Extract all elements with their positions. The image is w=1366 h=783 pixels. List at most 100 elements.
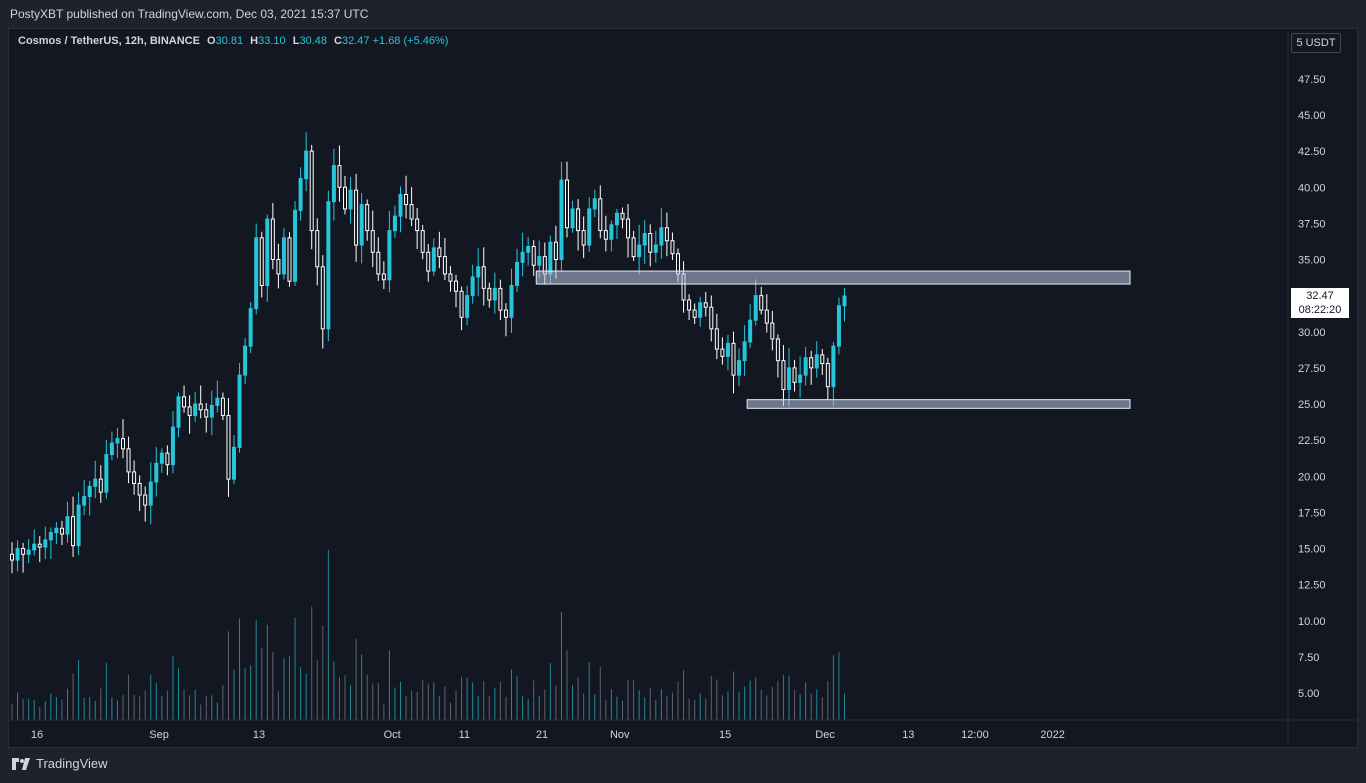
candle-body <box>714 328 719 350</box>
candle-body <box>442 256 447 275</box>
candle-body <box>265 218 270 287</box>
candle-body <box>71 516 76 547</box>
candle-body <box>32 543 37 551</box>
candle-body <box>215 397 220 406</box>
time-tick-label: 2022 <box>1040 729 1064 741</box>
candle-body <box>454 280 458 292</box>
candle-body <box>398 193 403 217</box>
support-resistance-zones <box>535 270 1131 409</box>
candle-body <box>148 481 153 506</box>
price-tick-label: 40.00 <box>1298 182 1326 194</box>
time-tick-label: 12:00 <box>961 729 989 741</box>
candle-body <box>226 415 231 480</box>
candle-body <box>115 438 120 444</box>
chart-panel[interactable] <box>8 28 1358 748</box>
candle-body <box>753 295 758 321</box>
price-tick-label: 35.00 <box>1298 255 1326 267</box>
candle-body <box>170 426 175 466</box>
price-tick-label: 20.00 <box>1298 471 1326 483</box>
candle-body <box>553 241 558 261</box>
candle-body <box>698 302 703 318</box>
price-tick-label: 7.50 <box>1298 652 1319 664</box>
candle-body <box>476 266 481 278</box>
candle-body <box>687 299 692 311</box>
candle-body <box>204 409 209 418</box>
candle-body <box>232 446 236 480</box>
candle-body <box>642 232 647 246</box>
candle-body <box>209 404 214 418</box>
candle-body <box>670 240 675 255</box>
close-value: 32.47 <box>342 35 370 47</box>
time-tick-label: 13 <box>902 729 914 741</box>
candle-body <box>664 227 669 242</box>
candle-body <box>764 309 769 324</box>
price-tick-label: 30.00 <box>1298 327 1326 339</box>
time-tick-label: 16 <box>31 729 43 741</box>
candle-body <box>331 165 336 203</box>
low-value: 30.48 <box>299 35 327 47</box>
candle-body <box>465 295 470 318</box>
candle-body <box>742 341 747 362</box>
candle-body <box>637 244 642 258</box>
candle-body <box>304 150 309 180</box>
candle-body <box>770 322 775 340</box>
candle-body <box>37 543 42 548</box>
candle-body <box>509 285 514 318</box>
price-tick-label: 47.50 <box>1298 74 1326 86</box>
candle-body <box>237 374 242 448</box>
chart-legend: Cosmos / TetherUS, 12h, BINANCE O30.81 H… <box>18 35 448 47</box>
candle-body <box>587 208 592 246</box>
time-tick-label: 15 <box>719 729 731 741</box>
candle-body <box>626 218 631 239</box>
candle-body <box>121 438 125 450</box>
candle-body <box>354 189 359 246</box>
candle-body <box>109 442 114 456</box>
price-tick-label: 45.00 <box>1298 110 1326 122</box>
candle-body <box>343 186 347 210</box>
price-tick-label: 5.00 <box>1298 688 1319 700</box>
candle-body <box>404 193 409 206</box>
time-tick-label: Sep <box>149 729 169 741</box>
candle-body <box>426 251 431 272</box>
candle-body <box>59 527 64 535</box>
footer: TradingView <box>12 756 108 771</box>
candle-body <box>143 494 148 506</box>
time-tick-label: 21 <box>536 729 548 741</box>
candle-body <box>775 338 780 362</box>
candle-body <box>93 478 98 487</box>
tradingview-logo-icon <box>12 757 30 770</box>
candle-body <box>370 230 375 253</box>
last-price: 32.47 <box>1306 290 1334 302</box>
candle-body <box>459 290 464 318</box>
candle-body <box>537 256 542 266</box>
candle-body <box>376 251 381 275</box>
candle-body <box>87 485 92 497</box>
candle-body <box>76 504 81 547</box>
candle-body <box>603 230 608 240</box>
candle-body <box>820 354 825 365</box>
candle-body <box>570 208 575 229</box>
candle-body <box>248 308 253 347</box>
candle-body <box>276 259 281 275</box>
candle-body <box>48 532 53 541</box>
candle-body <box>326 201 331 330</box>
open-value: 30.81 <box>215 35 244 47</box>
candle-body <box>648 232 653 253</box>
candle-body <box>287 237 292 282</box>
candle-body <box>65 516 70 535</box>
candle-body <box>581 230 586 246</box>
currency-scale-button[interactable]: 5 USDT <box>1291 33 1341 53</box>
candle-body <box>781 360 786 391</box>
candle-body <box>315 230 320 268</box>
time-tick-label: Nov <box>610 729 630 741</box>
candle-body <box>492 287 497 301</box>
candle-body <box>104 454 109 493</box>
candle-body <box>831 345 836 388</box>
candle-body <box>576 208 581 232</box>
candle-body <box>759 295 764 311</box>
candle-body <box>559 179 564 260</box>
candle-body <box>498 287 503 311</box>
symbol-label[interactable]: Cosmos / TetherUS, 12h, BINANCE <box>18 35 200 47</box>
close-key: C <box>334 35 342 47</box>
